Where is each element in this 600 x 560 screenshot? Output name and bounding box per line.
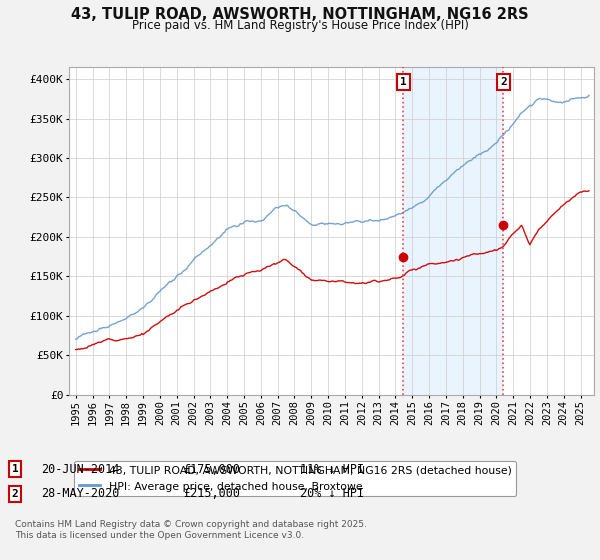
Bar: [403, 67, 503, 395]
Text: 2: 2: [500, 77, 506, 87]
Text: 2: 2: [11, 489, 19, 499]
Legend: 43, TULIP ROAD, AWSWORTH, NOTTINGHAM, NG16 2RS (detached house), HPI: Average pr: 43, TULIP ROAD, AWSWORTH, NOTTINGHAM, NG…: [74, 461, 516, 496]
Text: 1: 1: [400, 77, 407, 87]
Text: 43, TULIP ROAD, AWSWORTH, NOTTINGHAM, NG16 2RS: 43, TULIP ROAD, AWSWORTH, NOTTINGHAM, NG…: [71, 7, 529, 22]
Text: Contains HM Land Registry data © Crown copyright and database right 2025.
This d: Contains HM Land Registry data © Crown c…: [15, 520, 367, 540]
Text: 20% ↓ HPI: 20% ↓ HPI: [300, 487, 364, 501]
Text: 28-MAY-2020: 28-MAY-2020: [41, 487, 119, 501]
Text: 11% ↓ HPI: 11% ↓ HPI: [300, 463, 364, 476]
Text: £175,000: £175,000: [183, 463, 240, 476]
Text: 1: 1: [11, 464, 19, 474]
Text: 20-JUN-2014: 20-JUN-2014: [41, 463, 119, 476]
Text: Price paid vs. HM Land Registry's House Price Index (HPI): Price paid vs. HM Land Registry's House …: [131, 19, 469, 32]
Text: £215,000: £215,000: [183, 487, 240, 501]
